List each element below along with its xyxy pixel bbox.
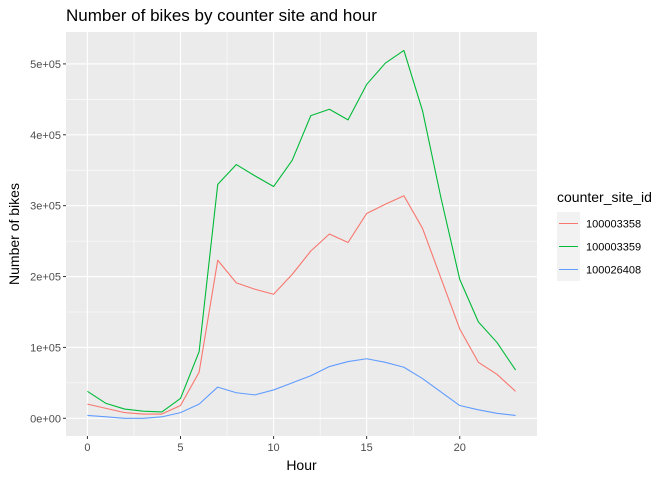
grid-lines — [66, 32, 537, 436]
legend-label: 100003358 — [586, 219, 641, 231]
legend-label: 100026408 — [586, 265, 641, 277]
legend-title: counter_site_id — [557, 189, 652, 205]
x-tick-label: 5 — [177, 442, 183, 454]
plot-panel — [66, 32, 537, 436]
legend-label: 100003359 — [586, 242, 641, 254]
y-tick-label: 3e+05 — [30, 201, 61, 213]
x-tick-label: 15 — [361, 442, 373, 454]
x-axis-ticks: 0 5 10 15 20 — [84, 436, 466, 454]
y-tick-label: 4e+05 — [30, 130, 61, 142]
x-tick-label: 0 — [84, 442, 90, 454]
x-tick-label: 20 — [454, 442, 466, 454]
x-tick-label: 10 — [267, 442, 279, 454]
series-lines — [87, 49, 517, 419]
y-tick-label: 5e+05 — [30, 59, 61, 71]
chart-title: Number of bikes by counter site and hour — [66, 6, 377, 25]
y-tick-label: 2e+05 — [30, 272, 61, 284]
series-line-100026408 — [87, 358, 516, 419]
y-tick-label: 0e+00 — [30, 413, 61, 425]
series-line-100003359 — [87, 49, 517, 413]
x-axis-title: Hour — [286, 457, 317, 473]
y-axis-ticks: 0e+00 1e+05 2e+05 3e+05 4e+05 5e+05 — [30, 59, 66, 425]
y-tick-label: 1e+05 — [30, 342, 61, 354]
series-line-100003358 — [87, 195, 516, 415]
legend: counter_site_id 100003358 100003359 100026… — [557, 189, 652, 281]
y-axis-title: Number of bikes — [6, 183, 22, 285]
